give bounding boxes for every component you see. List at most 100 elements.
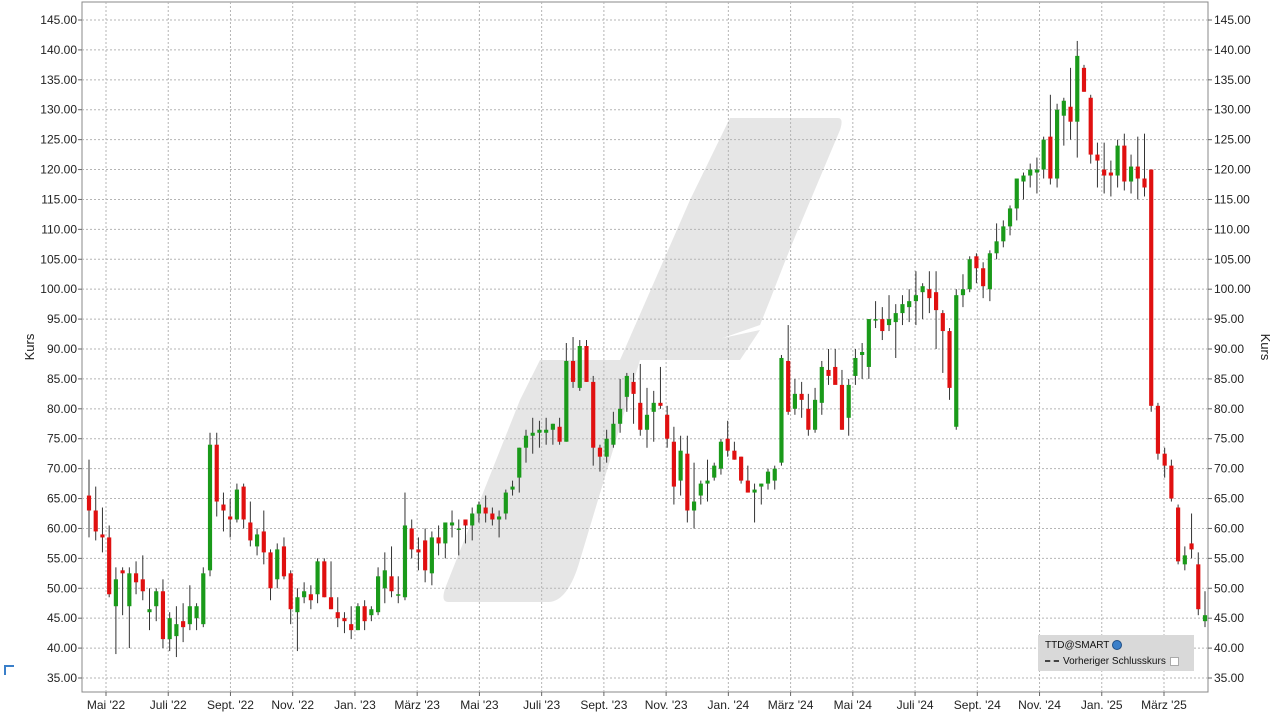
candle: [537, 420, 542, 448]
candle: [497, 510, 502, 538]
candle-body: [786, 360, 791, 412]
candle: [113, 567, 118, 655]
candle: [1189, 513, 1194, 559]
candle: [402, 492, 408, 601]
candle-body: [167, 618, 172, 640]
candle-body: [523, 435, 529, 448]
candle-body: [113, 579, 118, 607]
candle: [799, 381, 804, 418]
candle: [1081, 64, 1087, 92]
y-tick-label-right: 135.00: [1214, 73, 1251, 87]
candle: [1075, 40, 1080, 158]
candle-body: [1007, 208, 1013, 227]
candle: [1169, 459, 1174, 502]
candle-body: [678, 450, 683, 481]
candle: [416, 537, 421, 571]
candle-body: [423, 540, 428, 571]
candle-body: [873, 319, 878, 321]
candle-body: [389, 576, 394, 592]
candle: [107, 525, 112, 598]
candle: [947, 328, 952, 400]
y-tick-label-right: 85.00: [1214, 372, 1244, 386]
legend-prev-close-label: Vorheriger Schlusskurs: [1063, 656, 1166, 667]
candle: [732, 441, 737, 460]
y-tick-label-left: 130.00: [40, 103, 77, 117]
x-tick-label: März '23: [394, 698, 440, 712]
candle: [1095, 142, 1100, 188]
candle: [994, 223, 999, 260]
y-tick-label-right: 120.00: [1214, 163, 1251, 177]
candle: [1176, 504, 1181, 565]
candle: [779, 354, 784, 466]
candle: [228, 498, 233, 538]
globe-icon[interactable]: [1112, 640, 1123, 651]
candle-body: [550, 423, 555, 430]
y-tick-label-left: 125.00: [40, 133, 77, 147]
legend-symbol: TTD@SMART: [1045, 640, 1110, 651]
y-tick-label-left: 105.00: [40, 252, 77, 266]
candle: [349, 606, 354, 640]
candle: [254, 528, 260, 556]
y-tick-label-left: 120.00: [40, 163, 77, 177]
y-tick-label-left: 65.00: [47, 492, 77, 506]
candle: [449, 510, 455, 538]
candle-body: [880, 319, 885, 332]
y-tick-label-left: 145.00: [40, 13, 77, 27]
candle-body: [1034, 169, 1040, 173]
candle: [127, 567, 132, 649]
candle: [967, 256, 972, 293]
y-tick-label-right: 140.00: [1214, 43, 1251, 57]
legend: TTD@SMART Vorheriger Schlusskurs: [1038, 635, 1194, 671]
candle: [221, 492, 226, 532]
candle: [154, 588, 159, 622]
prev-close-checkbox[interactable]: [1169, 656, 1179, 666]
candle-body: [779, 357, 784, 463]
candle-body: [772, 468, 777, 481]
candle-body: [241, 486, 246, 520]
candle-body: [658, 402, 663, 406]
candle-body: [739, 456, 744, 481]
candle: [772, 465, 777, 490]
x-tick-label: März '25: [1141, 698, 1187, 712]
y-tick-label-right: 40.00: [1214, 641, 1244, 655]
candle-body: [429, 537, 434, 574]
candle-body: [362, 606, 367, 622]
candle: [691, 462, 697, 529]
candle-body: [1055, 109, 1060, 179]
candles: [86, 40, 1208, 658]
y-tick-label-left: 110.00: [41, 222, 77, 236]
candle-body: [1155, 405, 1161, 454]
candle-body: [752, 489, 757, 493]
y-tick-label-left: 35.00: [47, 671, 77, 685]
candle: [362, 600, 367, 631]
candle-body: [557, 426, 562, 442]
candle-body: [826, 369, 831, 376]
y-tick-label-left: 75.00: [47, 432, 77, 446]
candle: [725, 420, 730, 457]
candle-body: [611, 423, 616, 445]
candle-body: [544, 429, 549, 433]
candle-body: [207, 444, 213, 571]
candle: [577, 340, 582, 391]
candle-body: [1128, 166, 1134, 182]
candle-body: [759, 483, 764, 487]
candle: [718, 438, 724, 475]
candle: [1115, 139, 1120, 188]
candle: [987, 250, 992, 302]
candle: [523, 429, 529, 463]
candle-body: [994, 241, 999, 254]
candle-body: [248, 522, 253, 541]
y-tick-label-right: 95.00: [1214, 312, 1244, 326]
candle-body: [907, 301, 912, 308]
candle-body: [517, 447, 522, 478]
x-tick-label: Nov. '24: [1018, 698, 1061, 712]
candle-body: [1182, 555, 1187, 565]
y-tick-label-right: 45.00: [1214, 611, 1244, 625]
candle-body: [181, 621, 186, 628]
candle-body: [1149, 169, 1154, 406]
corner-icon[interactable]: [4, 665, 14, 675]
candle-body: [335, 612, 340, 619]
candle: [234, 483, 239, 523]
candle: [1149, 169, 1154, 412]
candle-body: [691, 501, 697, 511]
